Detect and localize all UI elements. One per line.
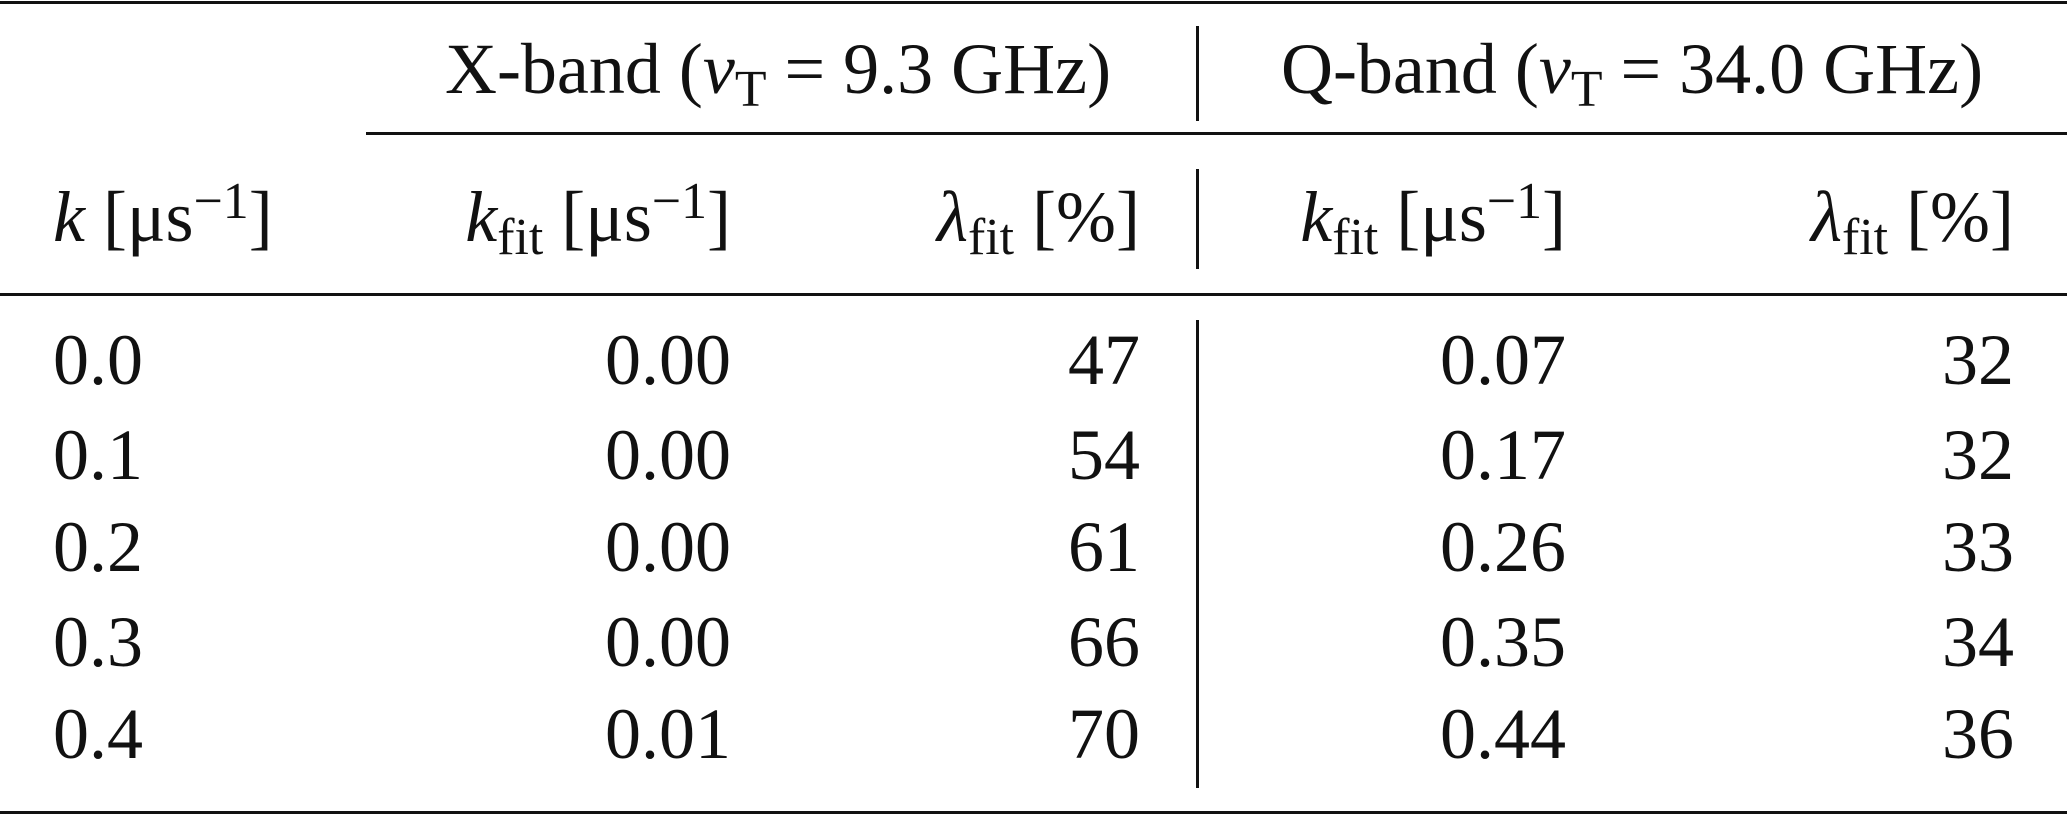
column-header: λfit [%]: [937, 181, 1140, 263]
header-before: X-band (: [444, 29, 703, 109]
table-cell: 32: [1942, 320, 2014, 400]
table-cell: 32: [1942, 415, 2014, 495]
table-cell: 0.35: [1440, 602, 1566, 682]
header-sub: T: [734, 60, 767, 118]
table-cell: 0.26: [1440, 507, 1566, 587]
table-cell: 0.2: [53, 507, 143, 587]
top-rule: [0, 1, 2067, 4]
table-cell: 0.17: [1440, 415, 1566, 495]
table-cell: 0.4: [53, 694, 143, 774]
header-symbol: k: [465, 177, 498, 257]
header-rule: [0, 293, 2067, 296]
table-cell: 34: [1942, 602, 2014, 682]
header-close: ]: [248, 177, 273, 257]
group-header: Q-band (νT = 34.0 GHz): [1281, 33, 1983, 115]
header-unit: [μs: [543, 177, 652, 257]
table-cell: 0.07: [1440, 320, 1566, 400]
table-cell: 36: [1942, 694, 2014, 774]
header-sub: fit: [968, 208, 1015, 266]
header-symbol: λ: [936, 177, 968, 257]
header-symbol: ν: [1538, 29, 1571, 109]
column-header: kfit [μs−1]: [1300, 175, 1566, 263]
table-cell: 0.01: [605, 694, 731, 774]
header-close: ]: [707, 177, 731, 257]
header-sub: fit: [1842, 208, 1889, 266]
header-close: ]: [1542, 177, 1566, 257]
header-symbol: k: [1300, 177, 1333, 257]
table-cell: 66: [1068, 602, 1140, 682]
table-cell: 47: [1068, 320, 1140, 400]
header-symbol: ν: [702, 29, 735, 109]
header-sup: −1: [193, 172, 249, 230]
column-header: k [μs−1]: [53, 175, 273, 253]
header-symbol: λ: [1810, 177, 1842, 257]
table-cell: 0.0: [53, 320, 143, 400]
column-divider: [1196, 26, 1199, 121]
column-divider: [1196, 320, 1199, 788]
group-header: X-band (νT = 9.3 GHz): [445, 33, 1111, 115]
table-cell: 0.3: [53, 602, 143, 682]
table-cell: 0.00: [605, 602, 731, 682]
header-after: = 34.0 GHz): [1602, 29, 1984, 109]
header-unit: [μs: [1378, 177, 1487, 257]
table-cell: 70: [1068, 694, 1140, 774]
table-cell: 0.44: [1440, 694, 1566, 774]
header-sup: −1: [1486, 172, 1543, 230]
column-header: λfit [%]: [1811, 181, 2014, 263]
table-cell: 54: [1068, 415, 1140, 495]
header-sub: T: [1570, 60, 1603, 118]
header-before: Q-band (: [1280, 29, 1539, 109]
table-cell: 0.1: [53, 415, 143, 495]
group-rule: [366, 132, 2067, 135]
table-cell: 61: [1068, 507, 1140, 587]
column-divider: [1196, 169, 1199, 269]
header-sub: fit: [497, 208, 544, 266]
header-after: = 9.3 GHz): [766, 29, 1112, 109]
header-unit: [μs: [84, 177, 194, 257]
header-sup: −1: [651, 172, 708, 230]
header-unit: [%]: [1014, 177, 1140, 257]
header-sub: fit: [1332, 208, 1379, 266]
column-header: kfit [μs−1]: [465, 175, 731, 263]
table-cell: 33: [1942, 507, 2014, 587]
bottom-rule: [0, 811, 2067, 814]
header-unit: [%]: [1888, 177, 2014, 257]
table-cell: 0.00: [605, 320, 731, 400]
table-cell: 0.00: [605, 415, 731, 495]
table-cell: 0.00: [605, 507, 731, 587]
header-symbol: k: [53, 177, 85, 257]
